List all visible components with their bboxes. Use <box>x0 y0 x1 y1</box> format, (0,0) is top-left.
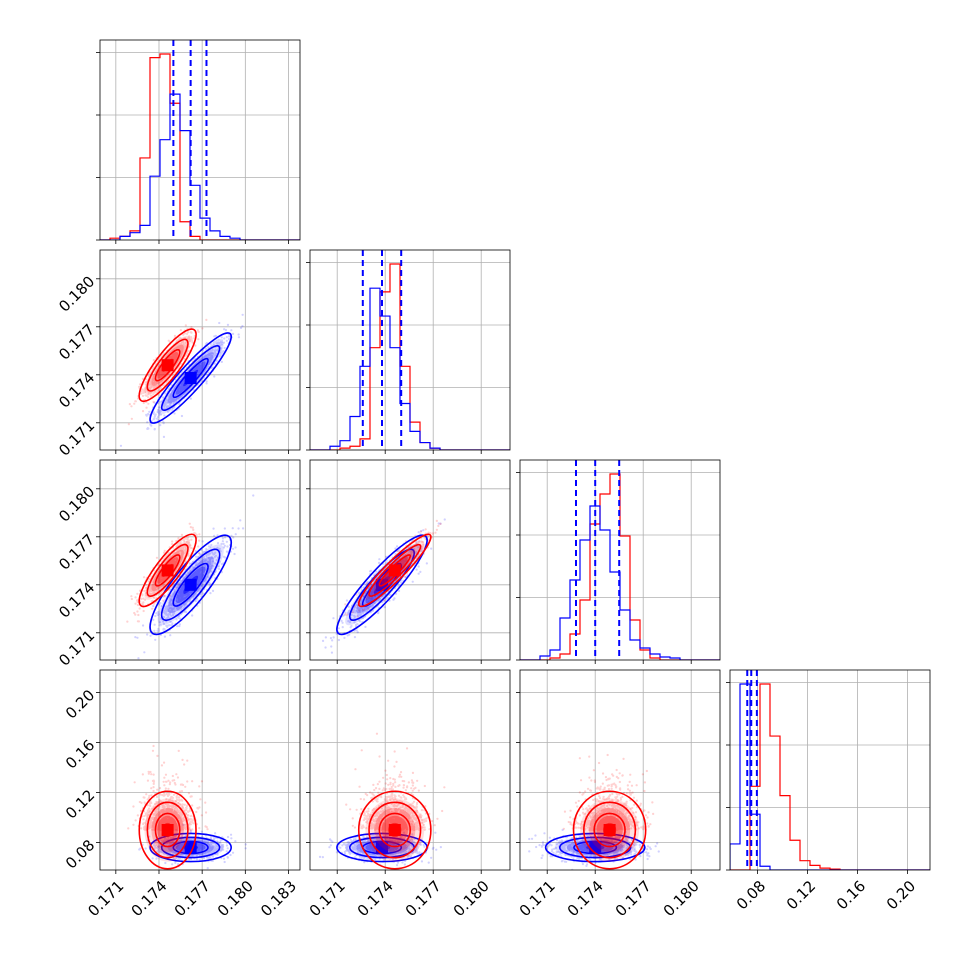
x-tick-label-p2-2: 0.177 <box>402 877 445 920</box>
contour-red-2 <box>154 812 181 848</box>
x-tick-label-p4-0: 0.08 <box>733 877 769 913</box>
panel-0-0 <box>96 39 301 244</box>
histogram-blue <box>730 683 930 870</box>
panel-3-3: 0.08 0.12 0.16 0.20 <box>726 669 931 913</box>
contour-red-0 <box>138 328 197 403</box>
x-tick-label-p1-0: 0.171 <box>84 877 127 920</box>
panel-frame <box>309 249 511 451</box>
y-tick-label-p3-3: 0.180 <box>55 482 98 525</box>
x-tick-label-p3-3: 0.180 <box>660 877 703 920</box>
panel-1-0: 0.171 0.174 0.177 0.180 <box>55 249 301 460</box>
y-tick-label-p3-0: 0.171 <box>55 626 98 669</box>
contour-red-0 <box>357 533 432 608</box>
panel-3-2: 0.171 0.174 0.177 0.180 <box>516 669 721 920</box>
panel-frame <box>99 249 301 451</box>
peak-red <box>161 824 174 836</box>
contour-red-0 <box>357 790 432 870</box>
x-tick-label-p1-2: 0.177 <box>171 877 214 920</box>
panel-3-0: 0.08 0.12 0.16 0.20 0.171 0.174 0.177 0.180 0.18… <box>62 669 301 920</box>
histogram-blue <box>100 93 300 240</box>
panel-frame <box>309 459 511 661</box>
contour-red-1 <box>368 801 422 859</box>
y-tick-label-p4-0: 0.08 <box>62 836 98 872</box>
peak-red <box>388 564 401 577</box>
panel-frame <box>519 669 721 871</box>
panel-frame <box>99 39 301 241</box>
y-tick-label-p4-3: 0.20 <box>62 686 98 722</box>
panel-2-1 <box>306 459 511 664</box>
histogram-red <box>730 683 930 870</box>
contour-blue-1 <box>160 836 221 859</box>
y-tick-label-p4-1: 0.12 <box>62 786 98 822</box>
contour-blue-1 <box>160 548 221 622</box>
x-tick-label-p3-0: 0.171 <box>516 877 559 920</box>
x-tick-label-p2-1: 0.174 <box>354 877 397 920</box>
y-tick-label-p2-1: 0.174 <box>55 368 98 411</box>
x-tick-label-p1-3: 0.180 <box>214 877 257 920</box>
peak-blue <box>184 372 197 384</box>
contour-red-1 <box>583 801 637 859</box>
peak-red <box>161 359 174 372</box>
histogram-blue <box>520 505 720 660</box>
x-tick-label-p4-2: 0.16 <box>833 877 869 913</box>
x-tick-label-p4-1: 0.12 <box>783 877 819 913</box>
contour-blue-0 <box>149 832 232 863</box>
x-tick-label-p3-2: 0.177 <box>612 877 655 920</box>
histogram-red <box>310 263 510 450</box>
contour-red-1 <box>146 338 189 392</box>
x-tick-label-p3-1: 0.174 <box>564 877 607 920</box>
x-tick-label-p1-1: 0.174 <box>128 877 171 920</box>
contour-red-0 <box>138 790 197 870</box>
y-tick-label-p2-2: 0.177 <box>55 320 98 363</box>
x-tick-label-p2-0: 0.171 <box>306 877 349 920</box>
x-tick-label-p4-3: 0.20 <box>883 877 919 913</box>
panel-frame <box>99 669 301 871</box>
contour-blue-1 <box>160 344 221 411</box>
contour-red-0 <box>572 790 647 870</box>
panel-2-2 <box>516 459 721 664</box>
peak-red <box>603 824 616 836</box>
contour-blue-0 <box>149 534 232 636</box>
histogram-blue <box>310 287 510 450</box>
peak-blue <box>184 578 197 591</box>
y-tick-label-p3-1: 0.174 <box>55 578 98 621</box>
contour-red-1 <box>146 543 189 597</box>
contour-red-2 <box>378 812 412 848</box>
histogram-red <box>520 473 720 660</box>
y-tick-label-p3-2: 0.177 <box>55 530 98 573</box>
x-tick-label-p1-4: 0.183 <box>257 877 300 920</box>
panel-1-1 <box>306 249 511 454</box>
panel-frame <box>519 459 721 661</box>
contour-red-0 <box>138 533 197 608</box>
contour-blue-0 <box>336 534 428 636</box>
y-tick-label-p4-2: 0.16 <box>62 736 98 772</box>
contour-red-2 <box>593 812 626 848</box>
contour-red-1 <box>146 801 189 859</box>
peak-blue <box>376 841 388 854</box>
y-tick-label-p2-3: 0.180 <box>55 272 98 315</box>
contour-blue-0 <box>149 332 232 424</box>
panel-3-1: 0.171 0.174 0.177 0.180 <box>306 669 511 920</box>
panel-frame <box>729 669 931 871</box>
peak-red <box>388 824 401 836</box>
panel-frame <box>99 459 301 661</box>
peak-red <box>161 564 174 577</box>
y-tick-label-p2-0: 0.171 <box>55 416 98 459</box>
panel-frame <box>309 669 511 871</box>
scatter-red <box>345 732 446 831</box>
panel-2-0: 0.171 0.174 0.177 0.180 <box>55 459 301 670</box>
x-tick-label-p2-3: 0.180 <box>450 877 493 920</box>
